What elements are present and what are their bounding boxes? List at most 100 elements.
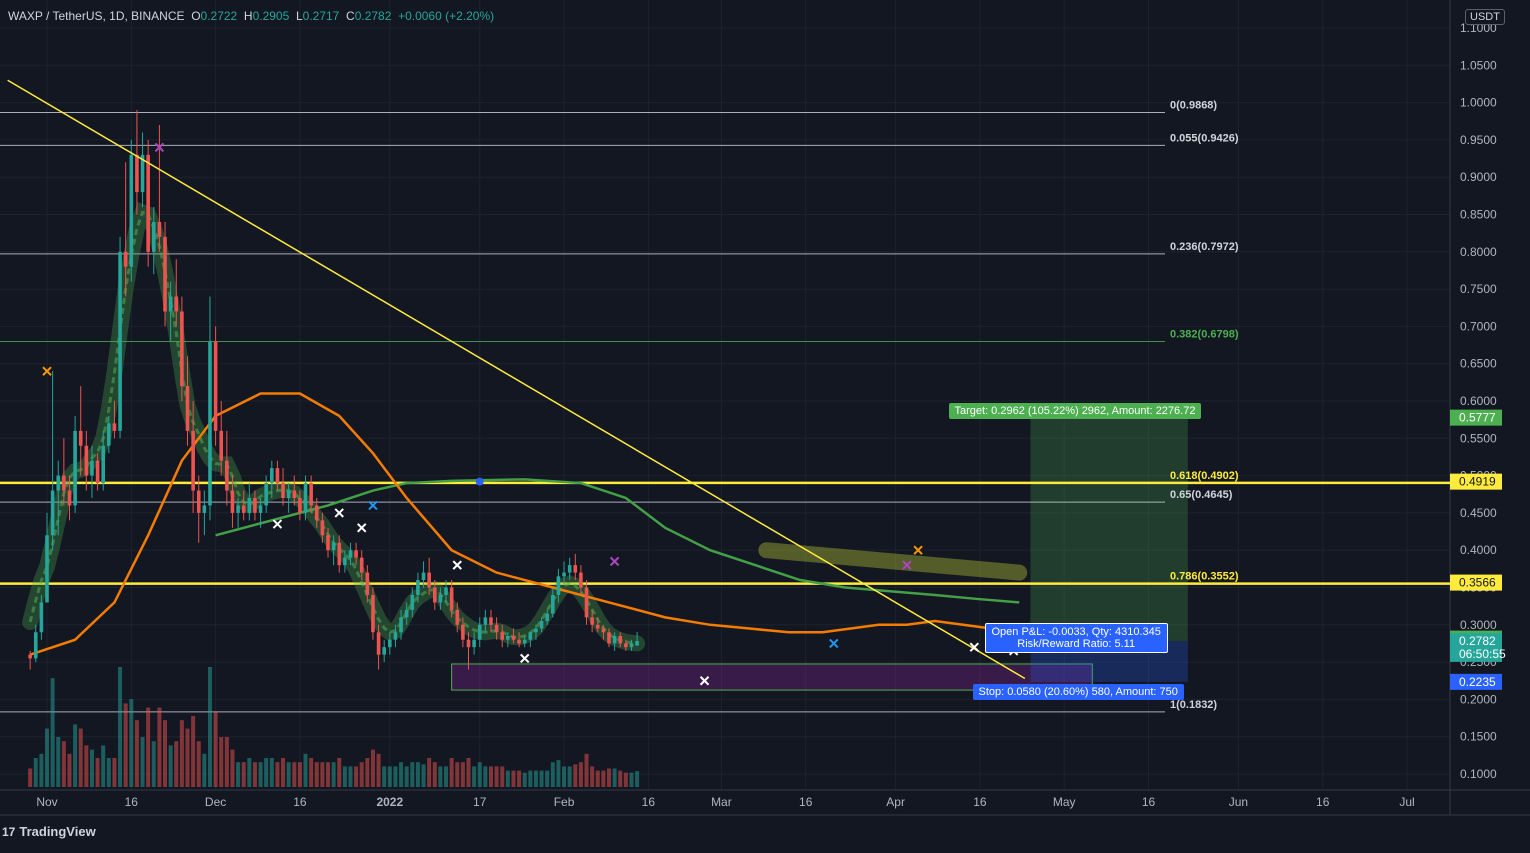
candle-body [624,643,628,648]
tradingview-logo[interactable]: 17 TradingView [2,824,96,839]
time-tick-label: 16 [973,795,987,809]
currency-unit-button[interactable]: USDT [1465,9,1505,25]
fib-label: 0.055(0.9426) [1170,132,1239,144]
volume-bar [427,758,432,787]
volume-bar [185,728,190,787]
candle-body [432,587,437,603]
candle-body [421,572,426,581]
candle-body [320,520,325,536]
volume-bar [438,766,443,787]
candle-body [73,430,77,506]
candle-body [404,609,409,618]
time-tick-label: 16 [1316,795,1330,809]
volume-bar [281,758,286,787]
candle-body [494,624,499,633]
candle-body [551,594,555,614]
volume-bar [146,707,151,787]
price-tick-label: 0.6500 [1460,357,1497,371]
candle-body [241,505,246,513]
high-label: H [243,9,253,23]
candle-body [45,535,49,603]
time-axis: Nov 16 Dec 16 2022 17 Feb 16 Mar 16 Apr 16 May 16 Jun 1… [36,795,1414,809]
candle-body [151,221,156,252]
volume-bar [179,720,184,787]
signal-cross [609,556,620,567]
volume-bar [157,707,162,787]
volume-bar [95,758,100,787]
candle-body [62,475,66,491]
volume-bar [252,762,257,787]
price-badge [1450,645,1502,662]
candle-body [595,624,600,629]
volume-bar [297,762,302,787]
volume-bar [522,772,527,787]
volume-bar [84,745,89,787]
time-tick-label: Apr [886,795,905,809]
candle-body [376,632,381,655]
candle-body [579,572,583,588]
candle-body [618,635,623,644]
candle-body [135,154,139,193]
price-tick-label: 0.4000 [1460,543,1497,557]
time-tick-label: Jun [1229,795,1248,809]
candle-body [33,632,38,659]
signal-cross [334,508,344,518]
volume-bar [219,737,224,787]
candle-body [545,613,549,622]
volume-bar [39,753,44,787]
candle-body [573,565,578,573]
candle-body [157,221,162,237]
price-tick-label: 0.9000 [1460,170,1497,184]
candle-body [56,475,61,491]
candle-body [562,572,566,577]
open-value: 0.2722 [200,9,238,23]
candle-body [168,296,173,312]
price-badge [1450,574,1502,591]
volume-bar [601,770,606,787]
candles [28,110,639,670]
signal-cross [368,500,378,511]
price-tick-label: 0.8000 [1460,245,1497,259]
volume-bar [472,766,477,787]
target-label[interactable]: Target: 0.2962 (105.22%) 2962, Amount: 2… [948,403,1202,420]
volume-bar [629,772,634,787]
candle-body [348,550,353,558]
candle-body [326,535,330,551]
time-tick-label: 2022 [376,795,403,809]
signal-cross [902,560,912,570]
candle-body [438,594,443,603]
candle-body [635,641,639,646]
price-badge [1450,633,1502,650]
close-value: 0.2782 [354,9,392,23]
volume-bar [67,753,72,787]
candle-body [399,617,403,633]
candle-body [506,635,510,640]
brand-label: TradingView [19,824,96,839]
volume-bar [163,720,168,787]
time-tick-label: 16 [125,795,139,809]
price-badge-label: 0.2782 [1459,634,1496,648]
price-tick-label: 0.6000 [1460,394,1497,408]
volume-bar [578,762,583,787]
open-pnl-label[interactable]: Open P&L: -0.0033, Qty: 4310.345 Risk/Re… [984,623,1168,654]
stop-label[interactable]: Stop: 0.0580 (20.60%) 580, Amount: 750 [972,683,1184,700]
price-tick-label: 0.1000 [1460,767,1497,781]
candle-body [247,497,252,513]
volume-bar [460,762,465,787]
candle-body [359,557,364,573]
fib-label: 0(0.9868) [1170,99,1217,111]
candle-body [584,587,589,618]
volume-bars [28,667,640,787]
volume-bar [264,758,269,787]
price-axis: 1.10001.05001.00000.95000.90000.85000.80… [1450,21,1506,781]
low-label: L [295,9,303,23]
candle-body [522,639,527,644]
candle-body [219,430,224,461]
time-tick-label: 17 [473,795,487,809]
time-tick-label: Feb [554,795,575,809]
volume-bar [112,758,117,787]
signal-cross [699,676,710,686]
volume-bar [432,762,437,787]
